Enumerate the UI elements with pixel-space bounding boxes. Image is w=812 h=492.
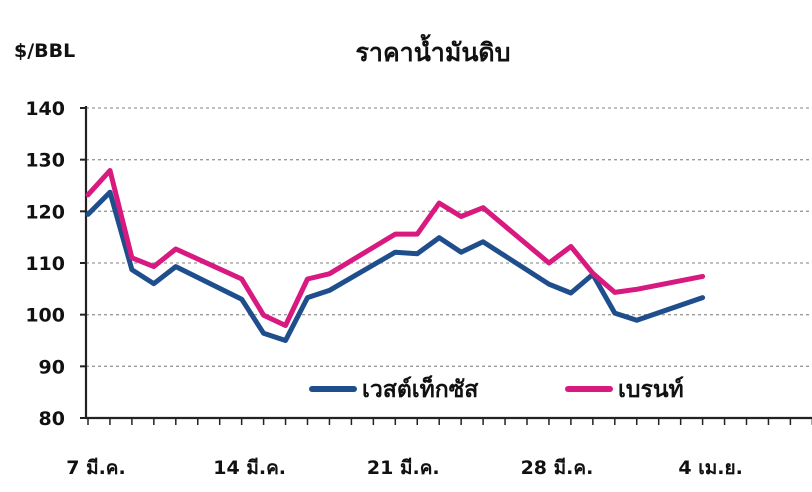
gridlines (86, 107, 812, 367)
y-axis-unit-label: $/BBL (14, 40, 75, 62)
y-tick-label: 80 (39, 408, 65, 430)
legend-label-brent: เบรนท์ (618, 376, 684, 403)
y-axis-ticks: 80 90 100 110 120 130 140 (25, 98, 86, 430)
x-axis-ticks: 7 มี.ค. 14 มี.ค. 21 มี.ค. 28 มี.ค. 4 เม.ย. (66, 418, 812, 479)
y-tick-label: 130 (25, 150, 65, 172)
x-tick-label: 28 มี.ค. (521, 457, 594, 479)
y-tick-label: 100 (25, 305, 65, 327)
x-tick-label: 14 มี.ค. (213, 457, 286, 479)
series-line-west-texas (85, 189, 706, 343)
y-tick-label: 140 (25, 98, 65, 120)
legend: เวสต์เท็กซัส เบรนท์ (309, 374, 684, 403)
y-tick-label: 120 (25, 201, 65, 223)
series-lines (85, 168, 706, 343)
x-tick-label: 4 เม.ย. (678, 457, 742, 479)
x-tick-label: 7 มี.ค. (66, 457, 126, 479)
y-tick-label: 110 (25, 253, 65, 275)
chart-title: ราคาน้ำมันดิบ (355, 33, 510, 67)
y-tick-label: 90 (39, 356, 65, 378)
series-line-brent (85, 168, 706, 328)
legend-label-west-texas: เวสต์เท็กซัส (362, 374, 479, 403)
x-tick-label: 21 มี.ค. (367, 457, 440, 479)
